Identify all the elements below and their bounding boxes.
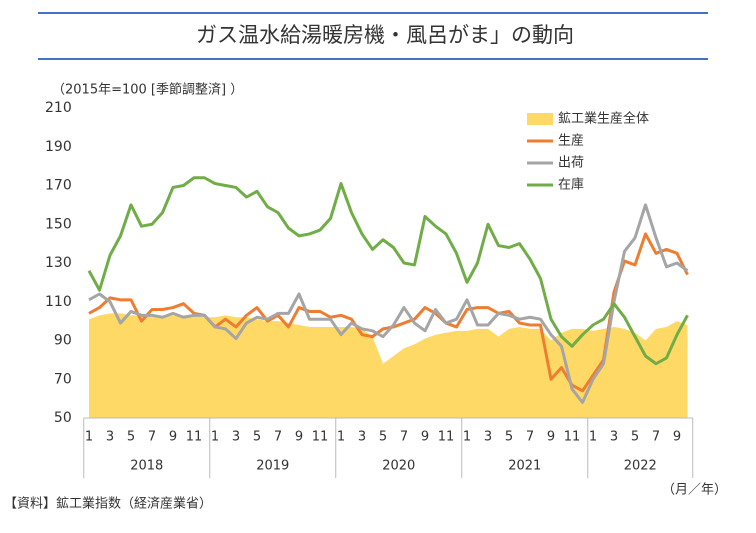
year-label: 2018 — [130, 459, 163, 474]
x-tick-label: 3 — [232, 430, 240, 445]
x-tick-label: 9 — [673, 430, 681, 445]
x-tick-label: 9 — [547, 430, 555, 445]
line — [87, 176, 689, 366]
x-tick-label: 1 — [85, 430, 93, 445]
legend-label: 生産 — [558, 133, 584, 149]
x-tick-label: 11 — [438, 430, 455, 445]
x-tick-label: 5 — [379, 430, 387, 445]
y-tick-label: 130 — [45, 255, 72, 271]
y-tick-label: 170 — [45, 178, 72, 194]
x-tick-label: 1 — [337, 430, 345, 445]
legend-label: 出荷 — [558, 156, 584, 171]
x-tick-label: 5 — [253, 430, 261, 445]
x-tick-label: 5 — [505, 430, 513, 445]
y-tick-label: 210 — [45, 100, 72, 116]
x-tick-label: 11 — [564, 430, 581, 445]
x-tick-label: 7 — [148, 430, 156, 445]
x-tick-label: 7 — [400, 430, 408, 445]
line — [88, 232, 689, 393]
y-tick-label: 110 — [45, 294, 72, 310]
x-unit: （月／年） — [662, 483, 727, 498]
x-tick-label: 3 — [106, 430, 114, 445]
y-tick-label: 190 — [45, 139, 72, 155]
y-tick-label: 70 — [54, 371, 72, 387]
y-tick-label: 50 — [54, 410, 72, 426]
legend-label: 鉱工業生産全体 — [558, 111, 649, 127]
area — [89, 313, 688, 418]
x-tick-label: 1 — [589, 430, 597, 445]
source: 【資料】鉱工業指数（経済産業省） — [4, 496, 212, 512]
x-tick-label: 9 — [295, 430, 303, 445]
year-label: 2021 — [508, 459, 541, 474]
x-tick-label: 7 — [274, 430, 282, 445]
x-tick-label: 9 — [169, 430, 177, 445]
year-label: 2019 — [256, 459, 289, 474]
year-label: 2020 — [382, 459, 415, 474]
x-tick-label: 5 — [631, 430, 639, 445]
year-label: 2022 — [624, 459, 657, 474]
x-tick-label: 11 — [312, 430, 329, 445]
x-tick-label: 7 — [526, 430, 534, 445]
unit-label: （2015年=100 [季節調整済] ） — [52, 82, 243, 98]
x-tick-label: 5 — [127, 430, 135, 445]
y-tick-label: 90 — [54, 333, 72, 349]
legend-swatch — [527, 113, 553, 125]
x-tick-label: 3 — [358, 430, 366, 445]
x-tick-label: 9 — [421, 430, 429, 445]
line — [88, 203, 689, 404]
x-tick-label: 1 — [463, 430, 471, 445]
x-tick-label: 1 — [211, 430, 219, 445]
x-tick-label: 7 — [652, 430, 660, 445]
x-tick-label: 11 — [186, 430, 203, 445]
chart-title: ガス温水給湯暖房機・風呂がま」の動向 — [196, 23, 574, 47]
legend-label: 在庫 — [558, 178, 584, 193]
y-tick-label: 150 — [45, 216, 72, 232]
x-tick-label: 3 — [610, 430, 618, 445]
x-tick-label: 3 — [484, 430, 492, 445]
